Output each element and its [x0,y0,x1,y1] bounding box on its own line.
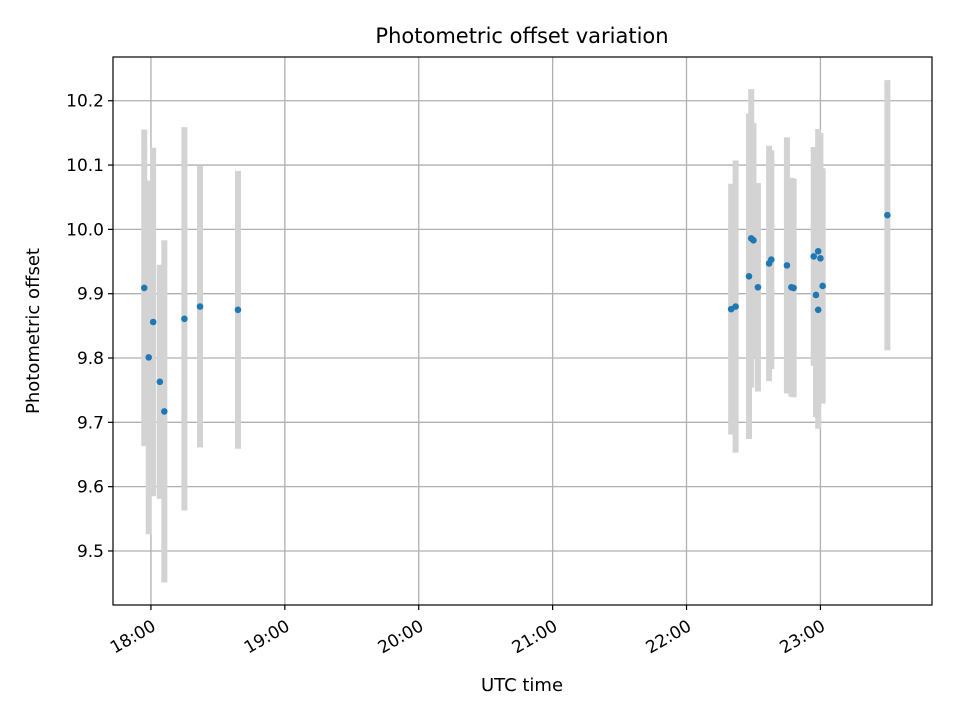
y-tick-label: 10.0 [66,220,104,240]
data-point [819,282,826,290]
data-point [783,262,791,269]
data-point [814,247,822,255]
data-point [768,256,775,263]
data-point [196,303,204,310]
y-axis-label: Photometric offset [23,248,44,414]
data-point [884,211,891,219]
data-point [750,237,757,244]
data-points [140,211,891,415]
data-point [140,284,148,292]
y-tick-label: 9.6 [77,478,104,498]
y-tick-label: 10.1 [66,156,104,176]
y-tick-label: 9.9 [77,285,104,305]
data-point [812,291,820,299]
data-point [732,303,739,310]
y-tick-label: 9.7 [77,413,104,433]
data-point [745,273,753,280]
y-tick-label: 10.2 [66,92,104,112]
data-point [234,306,242,314]
data-point [814,306,822,314]
x-axis-label: UTC time [481,675,563,696]
y-tick-label: 9.5 [77,542,104,562]
data-point [817,255,824,262]
chart-title: Photometric offset variation [375,24,668,48]
data-point [754,283,762,291]
data-point [145,354,153,361]
y-tick-label: 9.8 [77,349,104,369]
y-ticks: 9.5 9.6 9.7 9.8 9.9 10.0 10.1 10.2 [66,92,113,562]
data-point [156,378,164,386]
data-point [161,408,168,415]
data-point [149,318,157,326]
data-point [810,253,818,260]
plot-frame [112,56,933,606]
data-point [790,284,797,292]
data-point [181,315,188,323]
